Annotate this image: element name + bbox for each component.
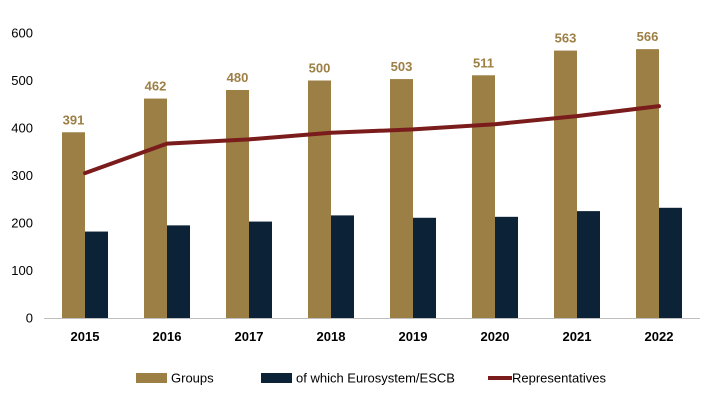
data-label: 391 <box>63 112 85 127</box>
data-label: 563 <box>555 31 577 46</box>
x-tick-label: 2018 <box>317 329 346 344</box>
bar-of-which-eurosystem-escb <box>85 231 108 318</box>
bar-groups <box>62 132 85 318</box>
bar-groups <box>390 79 413 318</box>
legend-swatch <box>261 373 292 383</box>
y-axis-tick-labels: 0 100 200 300 400 500 600 <box>11 26 33 326</box>
x-tick-label: 2022 <box>645 329 674 344</box>
y-tick-label: 100 <box>11 263 33 278</box>
bar-of-which-eurosystem-escb <box>577 211 600 318</box>
y-tick-label: 600 <box>11 26 33 41</box>
legend-swatch <box>136 373 167 383</box>
data-label: 500 <box>309 61 331 76</box>
legend-label: of which Eurosystem/ESCB <box>296 371 455 386</box>
data-label: 511 <box>473 55 494 70</box>
bar-of-which-eurosystem-escb <box>331 215 354 318</box>
bar-of-which-eurosystem-escb <box>413 217 436 318</box>
y-tick-label: 500 <box>11 73 33 88</box>
data-label: 566 <box>637 29 659 44</box>
bar-groups <box>144 98 167 318</box>
x-tick-label: 2020 <box>481 329 510 344</box>
legend-label: Groups <box>171 371 214 386</box>
bar-groups <box>308 80 331 318</box>
bar-groups <box>226 90 249 318</box>
bar-of-which-eurosystem-escb <box>495 216 518 318</box>
data-label: 480 <box>227 70 249 85</box>
data-label: 462 <box>145 79 167 94</box>
legend-label: Representatives <box>512 371 606 386</box>
x-axis-tick-labels: 2015 2016 2017 2018 2019 2020 2021 2022 <box>71 329 674 344</box>
x-tick-label: 2016 <box>153 329 182 344</box>
data-labels: 391 462 480 500 503 511 563 566 <box>63 29 659 127</box>
y-tick-label: 0 <box>26 311 33 326</box>
representatives-line <box>83 104 661 176</box>
bar-of-which-eurosystem-escb <box>249 221 272 318</box>
bars <box>62 49 682 319</box>
bar-groups <box>472 75 495 319</box>
bar-of-which-eurosystem-escb <box>167 225 190 318</box>
y-tick-label: 300 <box>11 168 33 183</box>
bar-groups <box>636 49 659 319</box>
bar-groups <box>554 50 577 318</box>
x-tick-label: 2015 <box>71 329 100 344</box>
x-tick-label: 2017 <box>235 329 264 344</box>
y-tick-label: 400 <box>11 121 33 136</box>
y-tick-label: 200 <box>11 216 33 231</box>
x-tick-label: 2021 <box>563 329 592 344</box>
bar-of-which-eurosystem-escb <box>659 207 682 318</box>
x-tick-label: 2019 <box>399 329 428 344</box>
data-label: 503 <box>391 59 413 74</box>
legend: Groups of which Eurosystem/ESCB Representa… <box>136 371 606 386</box>
representatives-line-group <box>83 104 661 176</box>
